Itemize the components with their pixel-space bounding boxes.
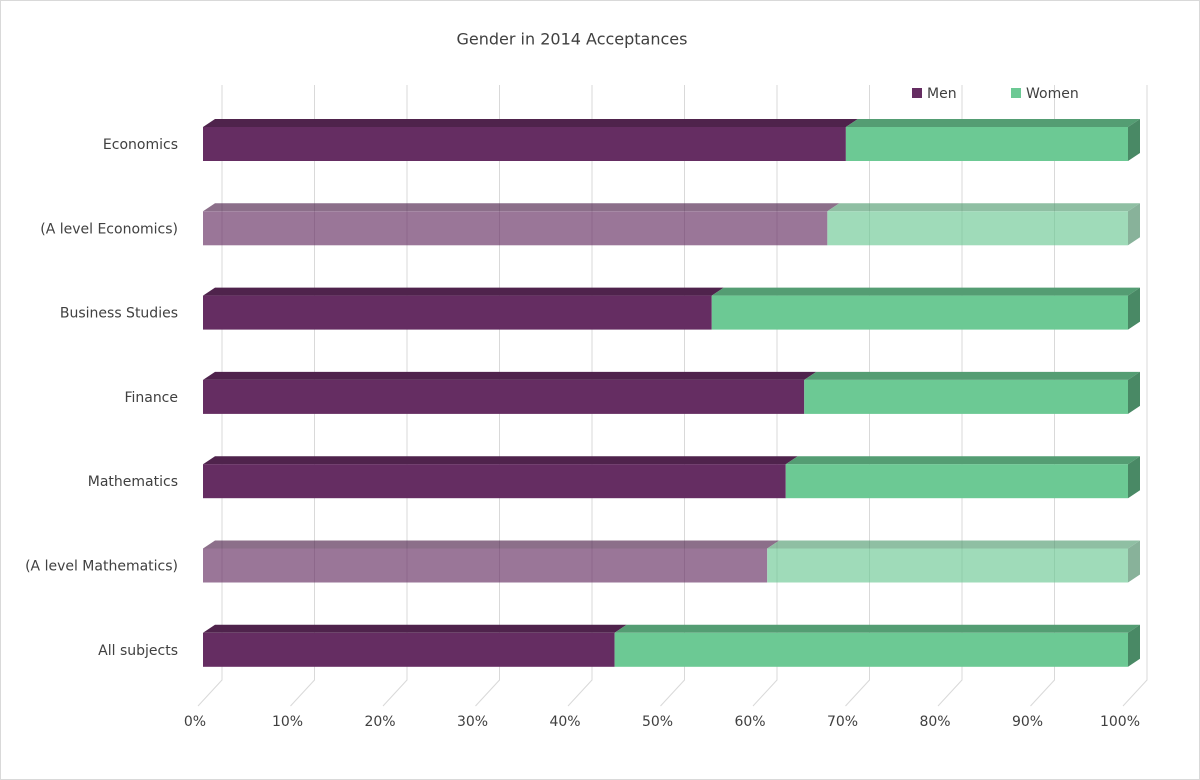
x-tick-label: 70% xyxy=(827,714,858,730)
bar-top xyxy=(785,456,1140,465)
x-tick-label: 100% xyxy=(1100,714,1140,730)
bar-top xyxy=(203,624,627,633)
bar-group xyxy=(203,371,1140,414)
bar-top xyxy=(827,203,1140,212)
y-tick-label: All subjects xyxy=(98,643,178,659)
bar-top xyxy=(203,203,840,212)
bar-side xyxy=(1128,203,1140,246)
bar-top xyxy=(767,540,1140,549)
grid-line xyxy=(197,85,223,707)
legend-swatch xyxy=(1011,88,1021,98)
bar xyxy=(203,379,805,414)
grid-line xyxy=(1122,85,1148,707)
x-tick-label: 10% xyxy=(272,714,303,730)
legend-label: Women xyxy=(1026,86,1079,102)
bar xyxy=(827,211,1128,246)
bar-group xyxy=(203,456,1140,499)
x-tick-label: 50% xyxy=(642,714,673,730)
bar xyxy=(203,295,712,330)
bar xyxy=(804,379,1128,414)
bar-top xyxy=(845,119,1140,127)
y-tick-label: Finance xyxy=(124,390,178,406)
bar-group xyxy=(203,540,1140,583)
bar xyxy=(203,127,846,161)
y-tick-label: Economics xyxy=(103,137,178,153)
legend-swatch xyxy=(912,88,922,98)
x-tick-label: 40% xyxy=(549,714,580,730)
bar xyxy=(203,632,615,667)
bar xyxy=(845,127,1128,161)
bar xyxy=(203,464,786,499)
grid-line xyxy=(475,85,500,707)
y-tick-label: Business Studies xyxy=(60,306,178,322)
bar-top xyxy=(203,371,817,380)
bar-top xyxy=(804,371,1140,380)
x-tick-label: 30% xyxy=(457,714,488,730)
bar-side xyxy=(1128,119,1140,161)
y-tick-label: (A level Economics) xyxy=(40,221,178,237)
bar xyxy=(203,211,828,246)
bar-side xyxy=(1128,456,1140,499)
bar-group xyxy=(203,203,1140,246)
grid-line xyxy=(937,85,963,707)
bar xyxy=(203,548,768,583)
bar-top xyxy=(203,456,798,465)
bar-group xyxy=(203,287,1140,330)
x-tick-label: 60% xyxy=(734,714,765,730)
grid-line xyxy=(752,85,778,707)
bar-side xyxy=(1128,540,1140,583)
grid-line xyxy=(290,85,315,707)
x-tick-label: 90% xyxy=(1012,714,1043,730)
x-tick-label: 80% xyxy=(919,714,950,730)
bar-side xyxy=(1128,371,1140,414)
bar-top xyxy=(203,287,724,296)
y-tick-label: (A level Mathematics) xyxy=(25,559,178,575)
x-tick-label: 0% xyxy=(184,714,206,730)
bar xyxy=(711,295,1128,330)
bar-top xyxy=(203,540,780,549)
grid-line xyxy=(1030,85,1055,707)
bar-top xyxy=(614,624,1140,633)
bar-group xyxy=(203,624,1140,667)
bar xyxy=(767,548,1128,583)
bar-top xyxy=(203,119,858,127)
grid-line xyxy=(382,85,408,707)
bar-side xyxy=(1128,287,1140,330)
bar xyxy=(614,632,1128,667)
x-tick-label: 20% xyxy=(364,714,395,730)
grid-line xyxy=(845,85,870,707)
grid-line xyxy=(567,85,593,707)
chart-title: Gender in 2014 Acceptances xyxy=(457,30,688,49)
y-tick-label: Mathematics xyxy=(88,474,178,490)
bar-top xyxy=(711,287,1140,296)
bar xyxy=(785,464,1128,499)
bar-group xyxy=(203,119,1140,161)
grid-line xyxy=(660,85,685,707)
bar-side xyxy=(1128,624,1140,667)
legend-label: Men xyxy=(927,86,957,102)
